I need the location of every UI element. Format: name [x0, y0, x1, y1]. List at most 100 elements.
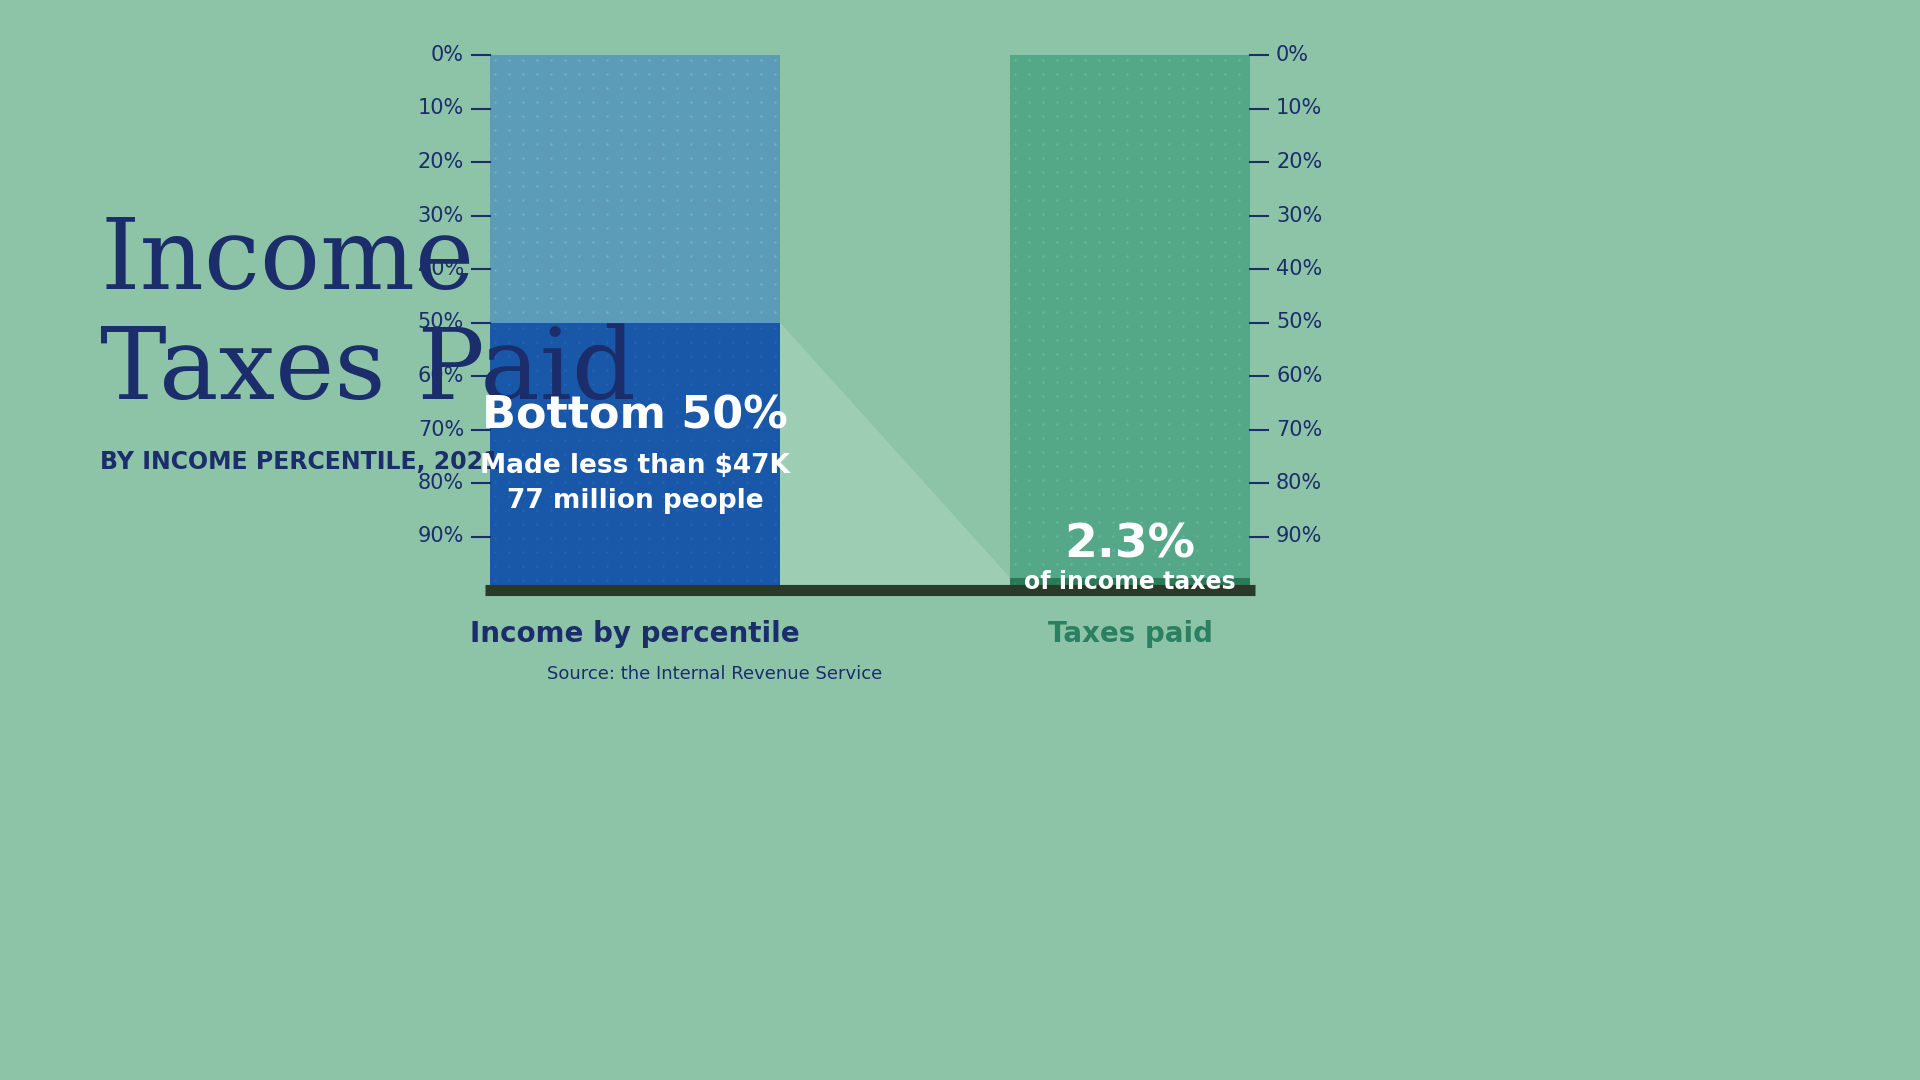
- Point: [1196, 499, 1227, 516]
- Point: [634, 121, 664, 138]
- Point: [564, 261, 595, 279]
- Point: [1056, 527, 1087, 544]
- Point: [760, 107, 791, 124]
- Text: 30%: 30%: [1277, 205, 1323, 226]
- Point: [1167, 513, 1198, 530]
- Point: [634, 403, 664, 420]
- Point: [507, 93, 538, 110]
- Point: [1056, 541, 1087, 558]
- Point: [480, 247, 511, 265]
- Point: [1223, 66, 1254, 83]
- Point: [1140, 541, 1171, 558]
- Point: [620, 79, 651, 96]
- Point: [480, 487, 511, 504]
- Point: [1125, 457, 1156, 474]
- Point: [1196, 555, 1227, 572]
- Point: [605, 107, 636, 124]
- Text: Taxes Paid: Taxes Paid: [100, 324, 636, 420]
- Point: [549, 347, 580, 364]
- Point: [1167, 191, 1198, 208]
- Point: [732, 52, 762, 69]
- Point: [1069, 541, 1100, 558]
- Point: [564, 389, 595, 406]
- Point: [536, 347, 566, 364]
- Point: [480, 445, 511, 462]
- Point: [662, 473, 693, 490]
- Point: [1167, 416, 1198, 433]
- Point: [634, 233, 664, 251]
- Point: [493, 247, 524, 265]
- Point: [1154, 430, 1185, 447]
- Point: [536, 529, 566, 546]
- Point: [1056, 499, 1087, 516]
- Point: [1069, 79, 1100, 96]
- Point: [480, 375, 511, 392]
- Point: [605, 529, 636, 546]
- Point: [1181, 555, 1212, 572]
- Point: [1210, 318, 1240, 335]
- Point: [605, 52, 636, 69]
- Point: [1043, 374, 1073, 391]
- Point: [1196, 135, 1227, 152]
- Point: [591, 205, 622, 222]
- Point: [1125, 66, 1156, 83]
- Point: [1112, 191, 1142, 208]
- Point: [1112, 52, 1142, 69]
- Point: [1223, 402, 1254, 419]
- Point: [1196, 360, 1227, 377]
- Point: [1014, 149, 1044, 166]
- Point: [493, 289, 524, 307]
- Point: [1083, 66, 1114, 83]
- Point: [1196, 444, 1227, 461]
- Point: [634, 389, 664, 406]
- Point: [1154, 485, 1185, 502]
- Point: [703, 459, 733, 476]
- Point: [620, 515, 651, 532]
- Point: [1056, 444, 1087, 461]
- Point: [718, 375, 749, 392]
- Point: [1014, 177, 1044, 194]
- Point: [578, 333, 609, 350]
- Point: [1027, 135, 1058, 152]
- Point: [689, 219, 720, 237]
- Point: [662, 52, 693, 69]
- Point: [564, 529, 595, 546]
- Point: [662, 403, 693, 420]
- Point: [578, 135, 609, 152]
- Point: [564, 361, 595, 378]
- Point: [1112, 275, 1142, 293]
- Point: [745, 319, 776, 336]
- Text: 70%: 70%: [419, 419, 465, 440]
- Point: [1069, 346, 1100, 363]
- Point: [493, 515, 524, 532]
- Point: [1125, 233, 1156, 251]
- Point: [760, 163, 791, 180]
- Point: [480, 191, 511, 208]
- Point: [1083, 485, 1114, 502]
- Point: [732, 543, 762, 561]
- Point: [689, 52, 720, 69]
- Point: [591, 135, 622, 152]
- Point: [1098, 205, 1129, 222]
- Point: [1014, 541, 1044, 558]
- Point: [591, 219, 622, 237]
- Point: [493, 163, 524, 180]
- Point: [760, 501, 791, 518]
- Point: [1043, 527, 1073, 544]
- Point: [1014, 332, 1044, 349]
- Point: [620, 191, 651, 208]
- Point: [1014, 430, 1044, 447]
- Point: [507, 557, 538, 575]
- Point: [1043, 430, 1073, 447]
- Point: [591, 233, 622, 251]
- Point: [1154, 374, 1185, 391]
- Point: [522, 93, 553, 110]
- Point: [1043, 402, 1073, 419]
- Point: [1056, 360, 1087, 377]
- Point: [703, 79, 733, 96]
- Point: [1140, 388, 1171, 405]
- Point: [620, 135, 651, 152]
- Point: [1069, 233, 1100, 251]
- Point: [1125, 177, 1156, 194]
- Point: [1210, 555, 1240, 572]
